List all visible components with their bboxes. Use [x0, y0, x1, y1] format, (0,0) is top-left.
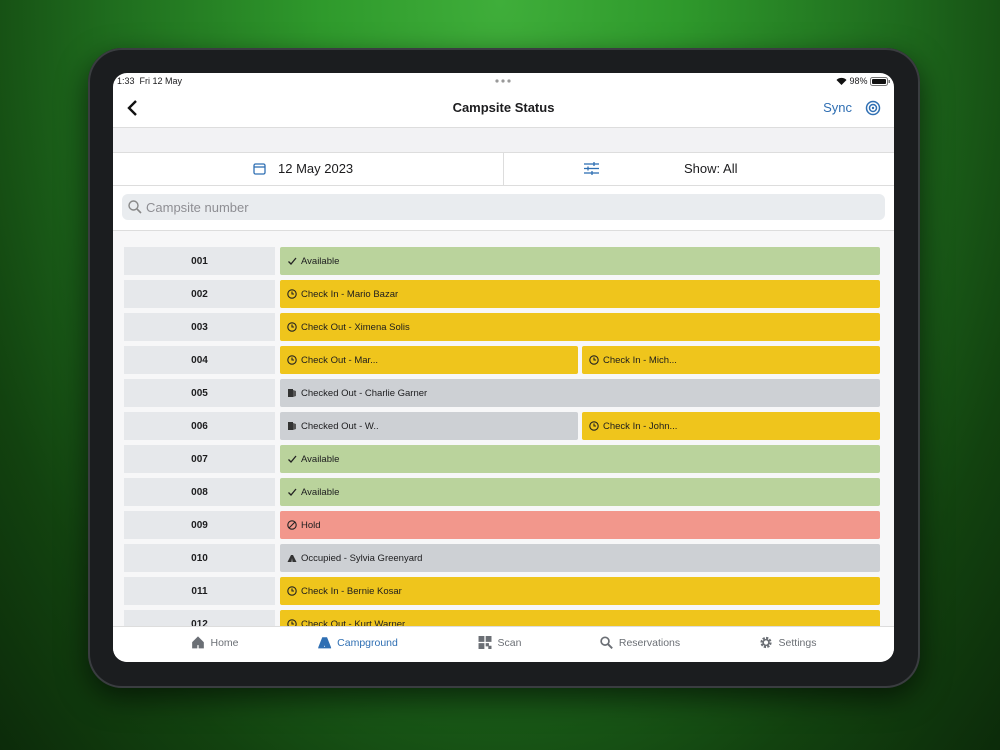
booking[interactable]: Check In - Bernie Kosar: [280, 577, 880, 605]
status-icon: [287, 586, 297, 596]
tab-label: Settings: [778, 636, 817, 649]
show-filter[interactable]: Show: All: [684, 161, 738, 176]
wifi-icon: [836, 77, 847, 85]
tab[interactable]: Reservations: [600, 636, 680, 649]
booking-text: Available: [301, 486, 340, 498]
tab[interactable]: Settings: [760, 636, 817, 649]
search-placeholder: Campsite number: [146, 200, 249, 215]
booking-text: Check In - Mich...: [603, 354, 677, 366]
booking-text: Check In - Bernie Kosar: [301, 585, 402, 597]
status-icon: [288, 488, 297, 496]
site-number: 002: [124, 280, 275, 308]
site-number: 011: [124, 577, 275, 605]
booking[interactable]: Available: [280, 247, 880, 275]
time: 1:33: [117, 76, 135, 86]
multitask-dots: [495, 79, 511, 83]
tab-icon: [760, 636, 772, 649]
site-number: 003: [124, 313, 275, 341]
booking[interactable]: Check Out - Ximena Solis: [280, 313, 880, 341]
status-icon: [288, 422, 296, 430]
calendar-icon: [253, 163, 266, 175]
booking[interactable]: Checked Out - Charlie Garner: [280, 379, 880, 407]
tab[interactable]: Campground: [318, 636, 398, 649]
battery-text: 98%: [849, 76, 868, 86]
status-icon: [287, 355, 297, 365]
tab[interactable]: Scan: [478, 636, 522, 649]
booking[interactable]: Checked Out - W..: [280, 412, 578, 440]
status-icon: [288, 257, 297, 265]
status-icon: [287, 322, 297, 332]
filter-icon: [584, 162, 599, 175]
site-number: 009: [124, 511, 275, 539]
sync-icon[interactable]: [865, 100, 881, 116]
search-field[interactable]: Campsite number: [122, 194, 885, 220]
status-icon: [589, 355, 599, 365]
spacer: [113, 127, 894, 153]
status-icon: [288, 455, 297, 463]
tab-bar: Home Campground Scan Reservations Settings: [113, 626, 894, 662]
status-icon: [287, 555, 297, 562]
status-icon: [287, 619, 297, 627]
campsite-list: 001 Available 002 Check In - Mario Bazar 003…: [113, 230, 894, 627]
tab-icon: [192, 636, 204, 649]
divider: [503, 152, 504, 185]
site-number: 010: [124, 544, 275, 572]
tab-icon: [600, 636, 613, 649]
tab-label: Scan: [497, 636, 522, 649]
nav-title: Campsite Status: [452, 100, 555, 115]
site-number: 006: [124, 412, 275, 440]
booking[interactable]: Check Out - Mar...: [280, 346, 578, 374]
site-number: 005: [124, 379, 275, 407]
booking-text: Checked Out - Charlie Garner: [301, 387, 428, 399]
booking[interactable]: Check Out - Kurt Warner: [280, 610, 880, 627]
booking[interactable]: Available: [280, 478, 880, 506]
booking[interactable]: Check In - Mich...: [582, 346, 880, 374]
tab-label: Campground: [337, 636, 398, 649]
booking[interactable]: Available: [280, 445, 880, 473]
site-number: 008: [124, 478, 275, 506]
booking-text: Check Out - Kurt Warner: [301, 618, 406, 628]
site-number: 004: [124, 346, 275, 374]
date-filter[interactable]: 12 May 2023: [278, 161, 354, 176]
status-icon: [287, 289, 297, 299]
booking-text: Checked Out - W..: [301, 420, 379, 432]
site-number: 012: [124, 610, 275, 627]
filter-row: 12 May 2023 Show: All: [113, 152, 894, 186]
sync-button[interactable]: Sync: [823, 100, 852, 115]
status-icon: [288, 389, 296, 397]
tab-label: Home: [210, 636, 239, 649]
booking[interactable]: Hold: [280, 511, 880, 539]
status-time: 1:33 Fri 12 May: [117, 76, 182, 86]
battery-icon: [870, 76, 890, 86]
booking-text: Occupied - Sylvia Greenyard: [301, 552, 423, 564]
status-icon: [287, 520, 297, 530]
screen: 1:33 Fri 12 May 98% Campsite Status Sync…: [113, 73, 894, 662]
status-right: 98%: [836, 76, 890, 86]
site-number: 007: [124, 445, 275, 473]
booking-text: Check Out - Ximena Solis: [301, 321, 410, 333]
tab-label: Reservations: [618, 636, 681, 649]
booking-text: Available: [301, 255, 340, 267]
site-number: 001: [124, 247, 275, 275]
status-icon: [589, 421, 599, 431]
booking-text: Available: [301, 453, 340, 465]
back-button[interactable]: [127, 100, 139, 116]
booking[interactable]: Occupied - Sylvia Greenyard: [280, 544, 880, 572]
search-icon: [128, 200, 142, 214]
date: Fri 12 May: [139, 76, 183, 86]
booking[interactable]: Check In - Mario Bazar: [280, 280, 880, 308]
booking-text: Check In - Mario Bazar: [301, 288, 399, 300]
tab-icon: [478, 636, 492, 649]
booking-text: Hold: [301, 519, 321, 531]
booking-text: Check In - John...: [603, 420, 678, 432]
tab[interactable]: Home: [191, 636, 239, 649]
tab-icon: [318, 637, 332, 649]
booking[interactable]: Check In - John...: [582, 412, 880, 440]
booking-text: Check Out - Mar...: [301, 354, 379, 366]
